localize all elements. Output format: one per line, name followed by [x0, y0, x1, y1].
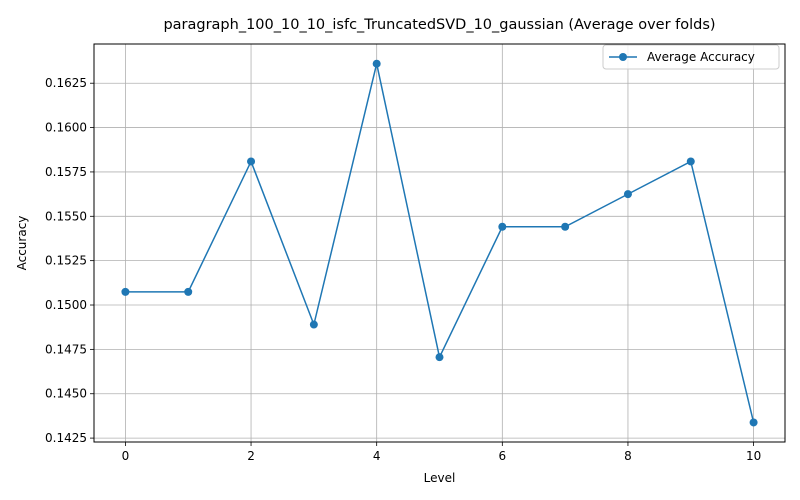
x-tick-label: 4: [373, 449, 381, 463]
y-tick-label: 0.1575: [45, 165, 87, 179]
data-point: [561, 222, 570, 231]
y-tick-label: 0.1425: [45, 431, 87, 445]
data-point: [309, 320, 318, 329]
plot-area: [93, 43, 786, 443]
data-point: [435, 353, 444, 362]
legend-label: Average Accuracy: [647, 50, 755, 64]
x-tick-label: 10: [746, 449, 761, 463]
data-point: [623, 190, 632, 199]
x-tick-label: 2: [247, 449, 255, 463]
data-point: [184, 287, 193, 296]
y-tick-label: 0.1550: [45, 209, 87, 223]
data-point: [372, 59, 381, 68]
x-tick-label: 0: [122, 449, 130, 463]
data-point: [686, 157, 695, 166]
y-axis: 0.1425 0.1450 0.1475 0.1500 0.1525 0.1550 0.15…: [45, 76, 94, 445]
legend: Average Accuracy: [602, 44, 780, 70]
x-axis-label: Level: [424, 471, 456, 485]
y-tick-label: 0.1450: [45, 387, 87, 401]
chart-title: paragraph_100_10_10_isfc_TruncatedSVD_10…: [163, 17, 715, 33]
x-axis: 0 2 4 6 8 10: [122, 442, 761, 463]
y-tick-label: 0.1525: [45, 254, 87, 268]
data-point: [498, 222, 507, 231]
y-tick-label: 0.1625: [45, 76, 87, 90]
legend-marker: [619, 53, 627, 61]
data-point: [247, 157, 256, 166]
y-tick-label: 0.1500: [45, 298, 87, 312]
series-line: [125, 63, 755, 423]
legend-box: [602, 44, 780, 70]
data-point: [121, 287, 130, 296]
grid: [94, 44, 785, 442]
y-axis-label: Accuracy: [15, 216, 29, 271]
y-tick-label: 0.1600: [45, 121, 87, 135]
x-tick-label: 8: [624, 449, 632, 463]
data-point: [749, 418, 758, 427]
y-tick-label: 0.1475: [45, 342, 87, 356]
series-average-accuracy: [121, 59, 758, 427]
x-tick-label: 6: [498, 449, 506, 463]
